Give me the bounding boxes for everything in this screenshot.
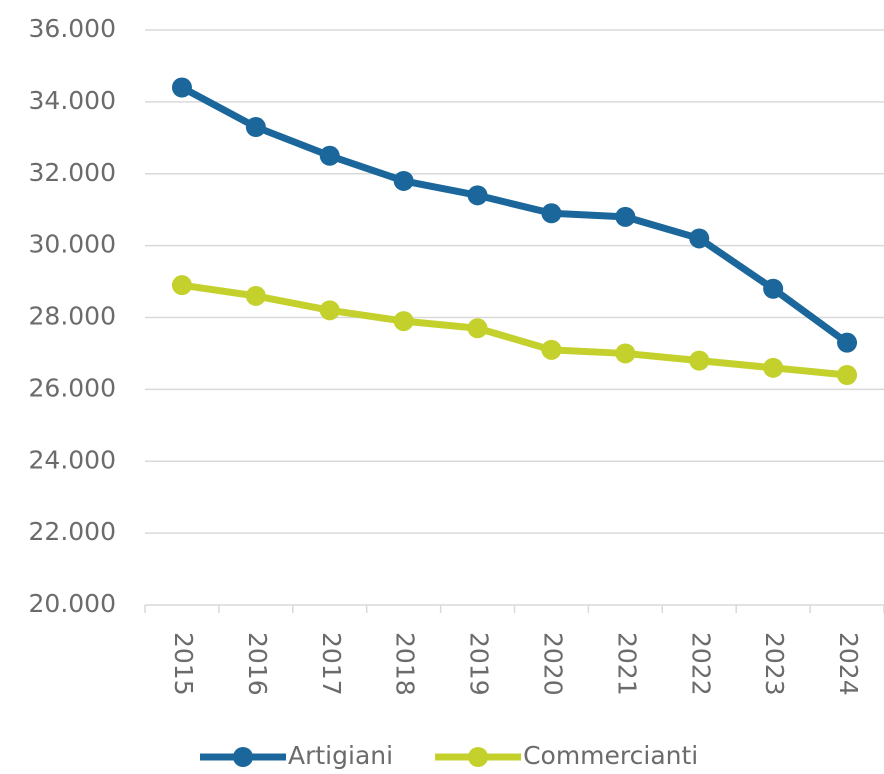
- series-marker: [763, 278, 784, 299]
- y-tick-label: 36.000: [29, 14, 116, 43]
- x-tick-label: 2023: [760, 632, 789, 696]
- series-marker: [319, 145, 340, 166]
- legend-item: Artigiani: [200, 741, 393, 770]
- series-marker: [541, 339, 562, 360]
- y-tick-label: 30.000: [29, 230, 116, 259]
- series-line: [178, 281, 851, 379]
- series-marker: [171, 275, 192, 296]
- y-tick-label: 34.000: [29, 86, 116, 115]
- legend-label: Artigiani: [288, 741, 393, 770]
- x-tick-label: 2024: [834, 632, 863, 696]
- x-tick-label: 2019: [465, 632, 494, 696]
- x-tick-label: 2022: [686, 632, 715, 696]
- series-marker: [615, 343, 636, 364]
- x-tick-label: 2021: [612, 632, 641, 696]
- x-tick-label: 2015: [169, 632, 198, 696]
- series-marker: [467, 185, 488, 206]
- y-tick-label: 20.000: [29, 589, 116, 618]
- series-marker: [171, 77, 192, 98]
- series-marker: [393, 170, 414, 191]
- series-marker: [393, 311, 414, 332]
- series-marker: [245, 117, 266, 138]
- series-marker: [245, 285, 266, 306]
- y-tick-label: 24.000: [29, 445, 116, 474]
- series-marker: [319, 300, 340, 321]
- x-tick-label: 2017: [317, 632, 346, 696]
- x-tick-label: 2016: [243, 632, 272, 696]
- x-tick-label: 2018: [391, 632, 420, 696]
- series-marker: [763, 357, 784, 378]
- y-tick-label: 26.000: [29, 373, 116, 402]
- y-tick-label: 22.000: [29, 517, 116, 546]
- series-marker: [689, 228, 710, 249]
- series-line: [178, 84, 851, 347]
- y-tick-label: 28.000: [29, 302, 116, 331]
- legend-swatch-marker: [468, 747, 489, 767]
- legend-item: Commercianti: [435, 741, 698, 770]
- legend-swatch-marker: [233, 747, 253, 767]
- series-marker: [615, 206, 636, 227]
- series-marker: [837, 365, 858, 385]
- y-tick-label: 32.000: [29, 158, 116, 187]
- series-marker: [541, 203, 562, 224]
- legend-label: Commercianti: [523, 741, 698, 770]
- x-tick-label: 2020: [538, 632, 567, 696]
- series-marker: [689, 350, 710, 371]
- series-marker: [837, 332, 858, 353]
- series-marker: [467, 318, 488, 339]
